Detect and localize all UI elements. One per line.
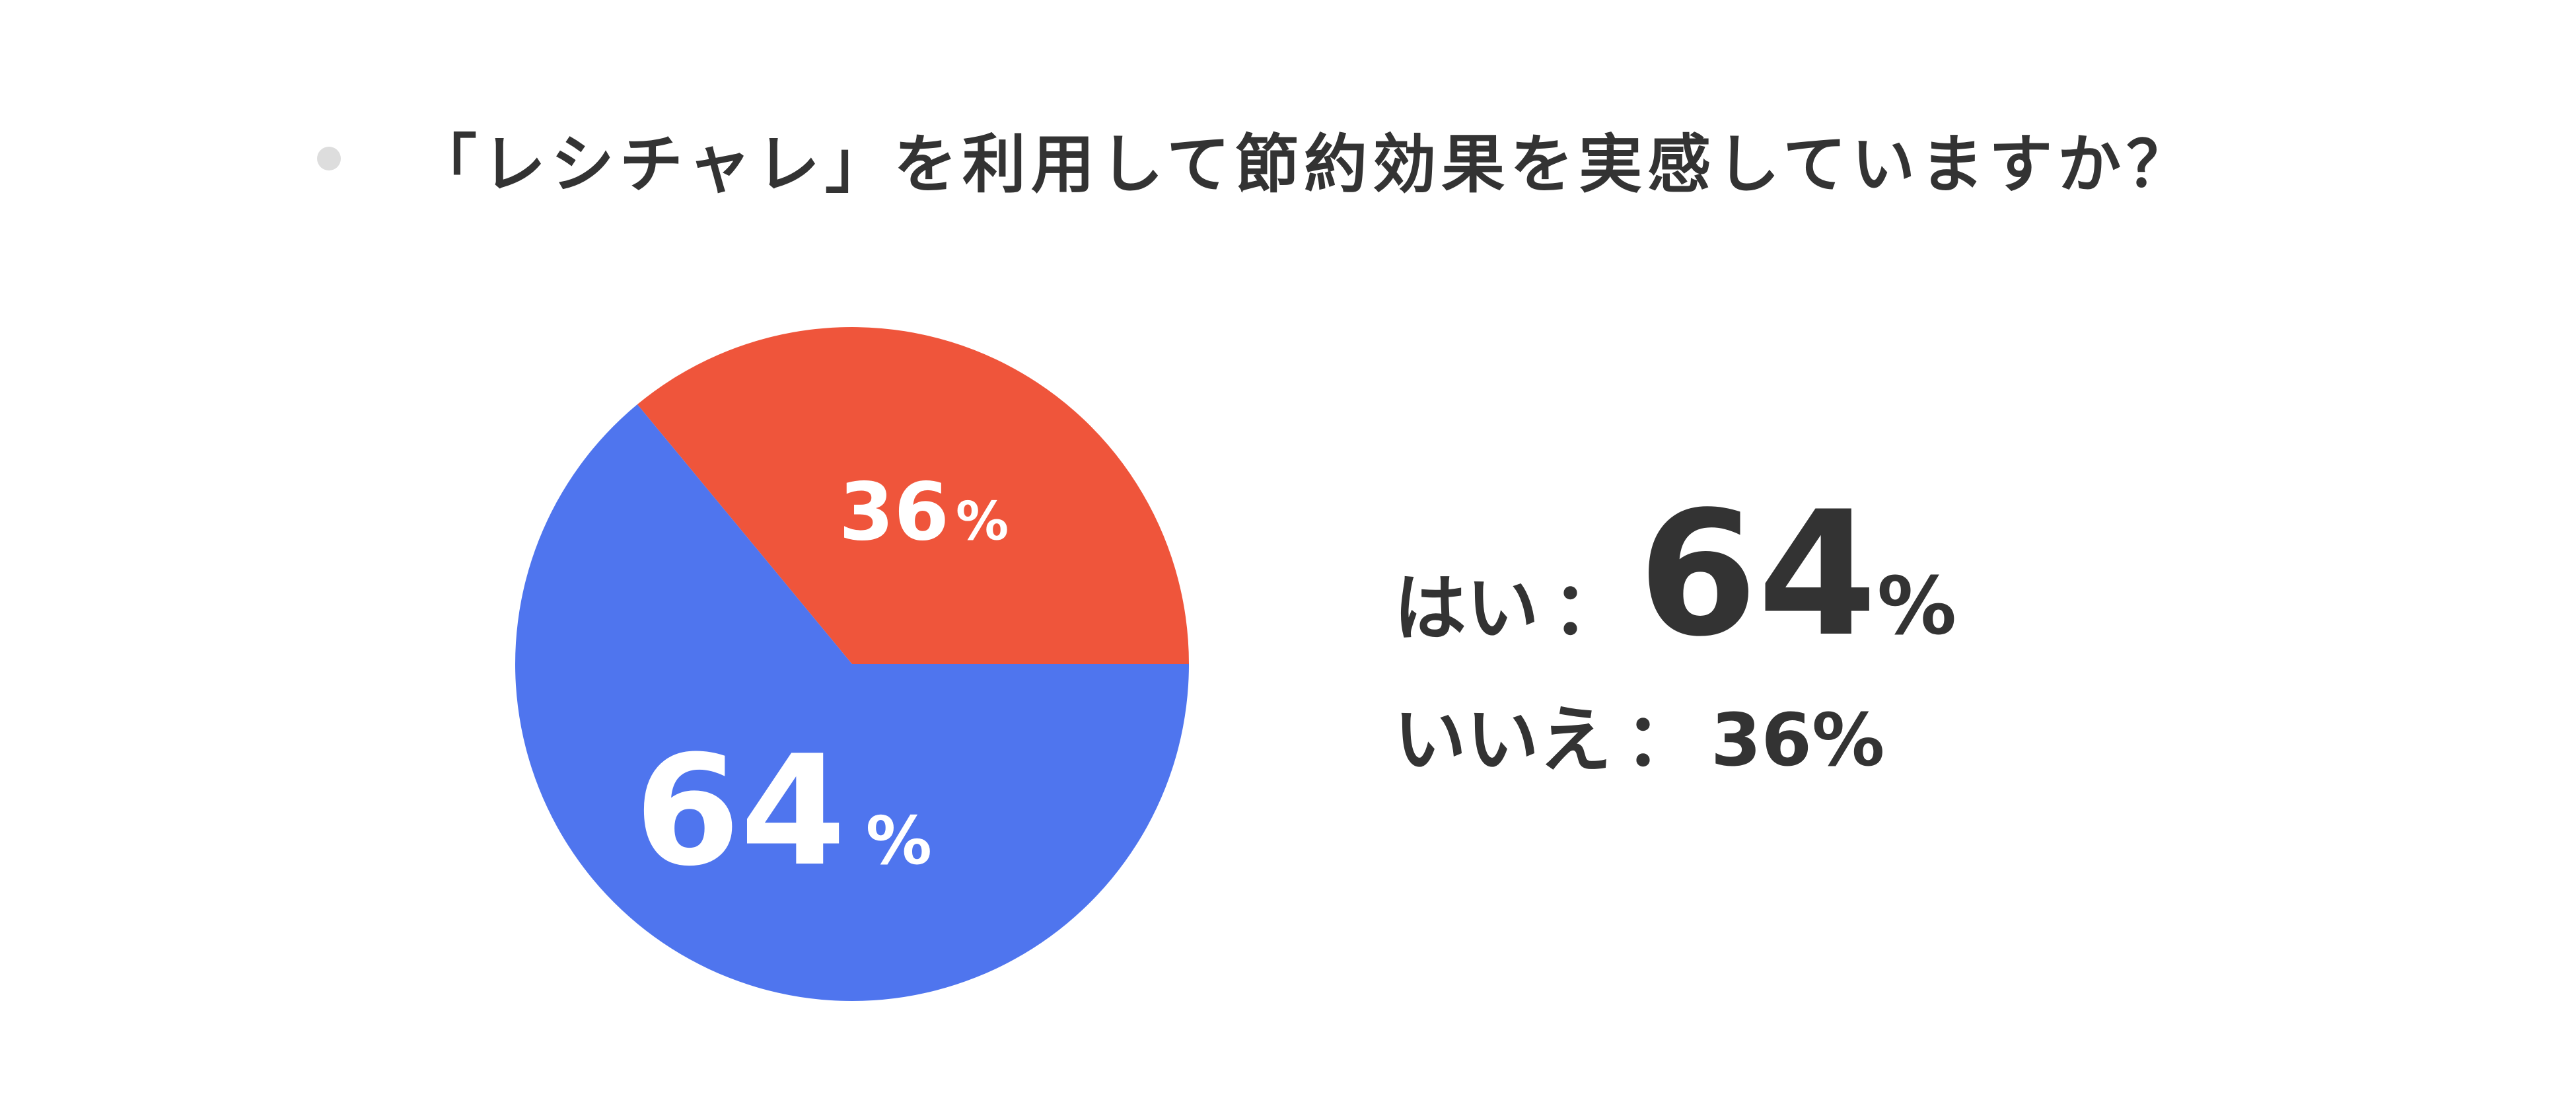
pie-chart: 36 %64%	[515, 326, 1189, 1001]
pie-slice-yes	[515, 404, 1189, 1001]
legend-yes-unit: %	[1877, 561, 1957, 653]
title-bullet-icon	[317, 147, 341, 170]
legend-yes-value: 64	[1638, 475, 1877, 675]
slice-label-value: 36	[839, 466, 949, 558]
slice-label-value: 64	[635, 723, 846, 900]
slice-label-yes: 64%	[635, 723, 932, 900]
legend-no-separator: ：	[1625, 698, 1698, 782]
chart-title: 「レシチャレ」を利用して節約効果を実感していますか？	[413, 127, 2196, 202]
legend-item-yes: はい ： 64 %	[1394, 489, 1957, 661]
legend-no-value: 36	[1711, 698, 1812, 782]
pie-labels: 36 %64%	[635, 466, 1009, 900]
chart-title-row: 「レシチャレ」を利用して節約効果を実感していますか？	[317, 119, 2195, 202]
slice-label-unit: %	[956, 490, 1009, 552]
pie-slices	[515, 326, 1189, 1001]
pie-slice-no	[637, 326, 1189, 664]
slice-label-no: 36%	[839, 466, 1009, 558]
legend-no-label: いいえ	[1394, 698, 1612, 782]
legend: はい ： 64 % いいえ ： 36 %	[1394, 489, 1956, 786]
slice-label-unit: %	[866, 802, 932, 879]
legend-yes-label: はい	[1394, 566, 1539, 651]
legend-yes-separator: ：	[1552, 566, 1625, 651]
legend-item-no: いいえ ： 36 %	[1394, 681, 1956, 786]
legend-no-unit: %	[1812, 698, 1885, 782]
